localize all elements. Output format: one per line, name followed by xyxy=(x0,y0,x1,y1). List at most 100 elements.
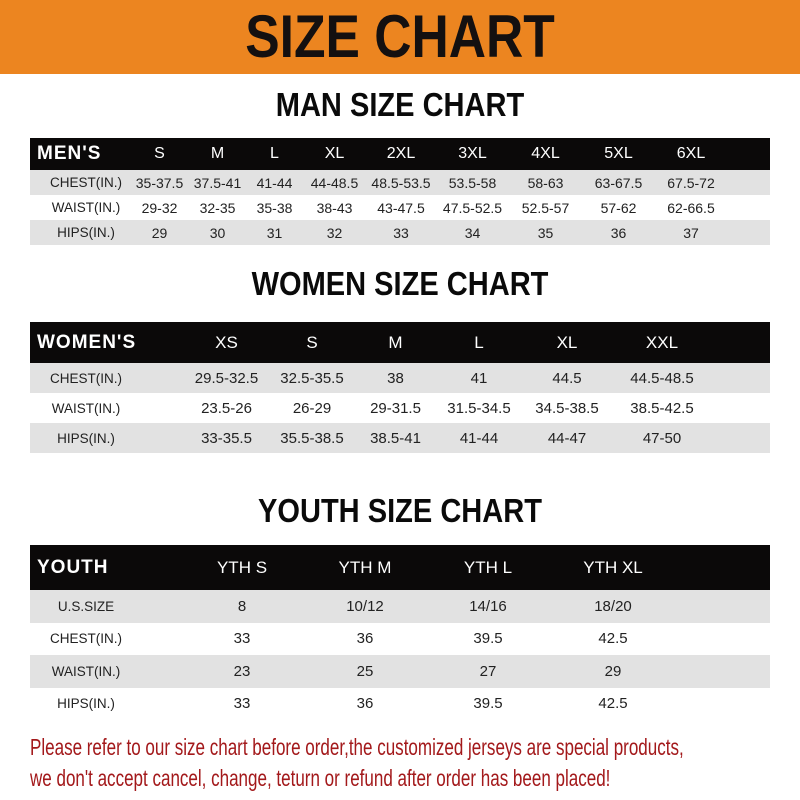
measurement-cell: 23 xyxy=(233,662,251,680)
measurement-cell: 35-37.5 xyxy=(135,174,184,191)
measurement-cell: 33 xyxy=(233,695,251,713)
measurement-cell: 33-35.5 xyxy=(201,429,252,447)
size-header-cell: 6XL xyxy=(676,145,706,162)
measurement-cell: 32 xyxy=(326,224,343,241)
measurement-cell: 58-63 xyxy=(527,174,564,191)
table-row: WAIST(IN.) 29-32 32-35 35-38 38-43 43-47.5 47.… xyxy=(30,195,770,220)
measurement-cell: 32.5-35.5 xyxy=(280,369,344,387)
measurement-cell: 44.5-48.5 xyxy=(630,369,694,387)
size-header-cell: M xyxy=(210,145,225,162)
measurement-cell: 14/16 xyxy=(469,597,507,615)
page-title: SIZE CHART xyxy=(245,3,555,70)
measurement-cell: 29 xyxy=(604,662,622,680)
measurement-cell: 29 xyxy=(151,224,168,241)
youth-size-table: YOUTH YTH S YTH M YTH L YTH XL U.S.SIZE 8 10/12… xyxy=(30,545,770,720)
table-title-cell: YOUTH xyxy=(37,556,109,578)
measurement-cell: 47.5-52.5 xyxy=(442,199,503,216)
measurement-cell: 18/20 xyxy=(594,597,632,615)
measurement-cell: 42.5 xyxy=(598,630,628,648)
table-row: CHEST(IN.) 29.5-32.5 32.5-35.5 38 41 44.5 44.5… xyxy=(30,363,770,393)
size-header-cell: L xyxy=(474,332,484,352)
measurement-cell: 31.5-34.5 xyxy=(447,399,511,417)
measurement-cell: 23.5-26 xyxy=(201,399,252,417)
measurement-cell: 38 xyxy=(387,369,404,387)
measurement-cell: 48.5-53.5 xyxy=(371,174,431,191)
measurement-cell: 35 xyxy=(537,224,554,241)
table-row: HIPS(IN.) 33 36 39.5 42.5 xyxy=(30,687,770,720)
row-label: WAIST(IN.) xyxy=(51,663,121,679)
measurement-cell: 32-35 xyxy=(199,199,236,216)
size-header-cell: YTH M xyxy=(338,557,392,577)
measurement-cell: 52.5-57 xyxy=(521,199,570,216)
measurement-cell: 26-29 xyxy=(292,399,332,417)
measurement-cell: 37 xyxy=(683,224,699,241)
row-label: CHEST(IN.) xyxy=(50,370,122,386)
size-header-cell: YTH L xyxy=(463,557,513,577)
measurement-cell: 38.5-42.5 xyxy=(630,399,694,417)
measurement-cell: 29.5-32.5 xyxy=(194,369,259,387)
table-row: U.S.SIZE 8 10/12 14/16 18/20 xyxy=(30,590,770,623)
size-header-cell: XL xyxy=(324,145,345,162)
row-label: WAIST(IN.) xyxy=(51,400,121,416)
row-label: HIPS(IN.) xyxy=(57,696,115,712)
size-header-cell: S xyxy=(154,145,165,162)
measurement-cell: 44-48.5 xyxy=(310,174,359,191)
measurement-cell: 33 xyxy=(233,630,251,648)
table-title-cell: WOMEN'S xyxy=(37,331,137,353)
table-header-row: YOUTH YTH S YTH M YTH L YTH XL xyxy=(30,545,770,590)
measurement-cell: 63-67.5 xyxy=(594,174,643,191)
size-header-cell: M xyxy=(388,332,403,352)
measurement-cell: 47-50 xyxy=(642,429,682,447)
women-section-title: WOMEN SIZE CHART xyxy=(251,265,549,302)
measurement-cell: 34 xyxy=(464,224,481,241)
table-row: CHEST(IN.) 33 36 39.5 42.5 xyxy=(30,622,770,655)
table-row: CHEST(IN.) 35-37.5 37.5-41 41-44 44-48.5 48.5… xyxy=(30,170,770,195)
table-header-row: WOMEN'S XS S M L XL XXL xyxy=(30,322,770,363)
measurement-cell: 35.5-38.5 xyxy=(280,429,344,447)
size-header-cell: YTH S xyxy=(216,557,268,577)
table-row: WAIST(IN.) 23.5-26 26-29 29-31.5 31.5-34.5 34… xyxy=(30,393,770,423)
table-title-cell: MEN'S xyxy=(37,143,102,164)
row-label: U.S.SIZE xyxy=(57,598,115,614)
measurement-cell: 44.5 xyxy=(552,369,582,387)
table-header-row: MEN'S S M L XL 2XL 3XL 4XL 5XL 6XL xyxy=(30,138,770,170)
size-header-cell: L xyxy=(270,145,279,162)
measurement-cell: 31 xyxy=(266,224,283,241)
measurement-cell: 53.5-58 xyxy=(448,174,497,191)
title-banner: SIZE CHART xyxy=(0,0,800,74)
measurement-cell: 67.5-72 xyxy=(667,174,715,191)
table-row: HIPS(IN.) 29 30 31 32 33 34 35 36 37 xyxy=(30,220,770,245)
youth-section-title: YOUTH SIZE CHART xyxy=(258,492,542,529)
measurement-cell: 39.5 xyxy=(473,695,503,713)
table-row: HIPS(IN.) 33-35.5 35.5-38.5 38.5-41 41-44 44-… xyxy=(30,423,770,453)
size-header-cell: 2XL xyxy=(386,145,416,162)
size-header-cell: S xyxy=(306,332,318,352)
size-header-cell: 5XL xyxy=(604,145,633,162)
measurement-cell: 25 xyxy=(356,662,374,680)
order-notice-line-2: we don't accept cancel, change, teturn o… xyxy=(30,765,611,791)
measurement-cell: 27 xyxy=(479,662,497,680)
size-header-cell: XS xyxy=(215,332,238,352)
row-label: CHEST(IN.) xyxy=(50,175,122,190)
measurement-cell: 37.5-41 xyxy=(193,174,242,191)
table-row: WAIST(IN.) 23 25 27 29 xyxy=(30,655,770,688)
order-notice-line-1: Please refer to our size chart before or… xyxy=(30,734,684,760)
measurement-cell: 38-43 xyxy=(316,199,353,216)
measurement-cell: 35-38 xyxy=(256,199,293,216)
size-header-cell: 3XL xyxy=(458,145,487,162)
measurement-cell: 36 xyxy=(356,695,374,713)
measurement-cell: 42.5 xyxy=(598,695,628,713)
women-size-table: WOMEN'S XS S M L XL XXL CHEST(IN.) 29.5-32.5 32.5… xyxy=(30,322,770,453)
row-label: WAIST(IN.) xyxy=(51,200,121,215)
measurement-cell: 41-44 xyxy=(459,429,499,447)
measurement-cell: 36 xyxy=(610,224,627,241)
measurement-cell: 30 xyxy=(209,224,226,241)
men-section-title: MAN SIZE CHART xyxy=(275,86,525,123)
order-notice: Please refer to our size chart before or… xyxy=(30,732,770,794)
measurement-cell: 34.5-38.5 xyxy=(535,399,599,417)
measurement-cell: 8 xyxy=(237,597,247,615)
size-header-cell: 4XL xyxy=(531,145,560,162)
measurement-cell: 44-47 xyxy=(547,429,587,447)
row-label: HIPS(IN.) xyxy=(57,225,115,240)
measurement-cell: 33 xyxy=(393,224,409,241)
